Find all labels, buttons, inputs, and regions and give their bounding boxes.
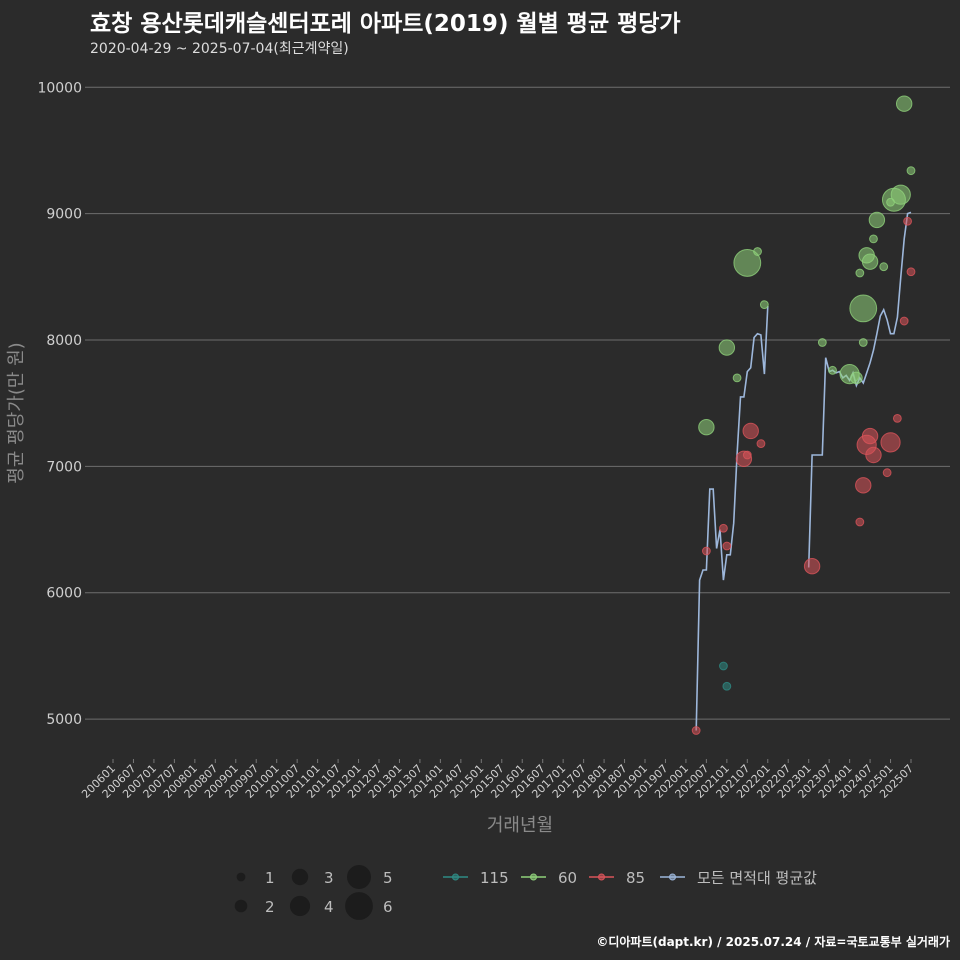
data-point-60 <box>869 234 878 244</box>
data-point-60 <box>850 371 863 385</box>
size-legend-label: 6 <box>383 898 393 916</box>
size-legend-label: 5 <box>383 869 393 887</box>
data-point-85 <box>899 316 909 326</box>
data-point-85 <box>855 477 872 494</box>
data-point-85 <box>701 546 711 556</box>
size-legend-label: 3 <box>324 869 334 887</box>
y-tick-label: 7000 <box>46 459 82 475</box>
legend-dot <box>530 873 537 881</box>
data-point-85 <box>742 422 759 440</box>
legend-dot <box>452 873 459 881</box>
size-legend-key <box>289 895 311 917</box>
data-point-60 <box>733 249 762 277</box>
legend-85: 85 <box>589 869 645 887</box>
data-point-85 <box>742 450 752 460</box>
legend-60: 60 <box>521 869 577 887</box>
data-point-60 <box>868 211 886 229</box>
size-legend-label: 1 <box>265 869 275 887</box>
legend-dot <box>669 873 676 881</box>
data-point-60 <box>698 418 715 436</box>
data-point-60 <box>828 365 837 375</box>
data-point-85 <box>756 439 766 449</box>
size-legend-key <box>345 892 373 920</box>
size-legend-key <box>236 872 246 882</box>
chart-subtitle: 2020-04-29 ~ 2025-07-04(최근계약일) <box>90 41 349 57</box>
y-tick-label: 6000 <box>46 586 82 602</box>
y-tick-label: 8000 <box>46 333 82 349</box>
data-point-60 <box>890 184 911 205</box>
legend-115: 115 <box>443 869 509 887</box>
data-point-60 <box>732 373 742 383</box>
legend-label: 85 <box>626 869 645 887</box>
data-point-85 <box>865 446 882 464</box>
data-point-60 <box>858 338 868 347</box>
average-line <box>695 305 769 731</box>
data-point-60 <box>879 262 889 272</box>
data-point-85 <box>861 427 879 445</box>
source-caption: ©디아파트(dapt.kr) / 2025.07.24 / 자료=국토교통부 실… <box>596 935 950 949</box>
legend-dot <box>598 873 605 881</box>
data-point-85 <box>691 726 701 735</box>
size-legend-key <box>347 865 371 889</box>
chart-title: 효창 용산롯데캐슬센터포레 아파트(2019) 월별 평균 평당가 <box>90 11 681 37</box>
average-line-layer <box>695 211 912 731</box>
data-point-60 <box>895 95 913 112</box>
data-point-85 <box>855 517 865 527</box>
size-legend-key <box>291 868 309 886</box>
y-tick-label: 10000 <box>37 80 82 96</box>
y-tick-label: 9000 <box>46 207 82 223</box>
data-point-85 <box>803 557 821 575</box>
data-point-85 <box>906 267 916 277</box>
data-point-115 <box>719 661 728 671</box>
data-point-85 <box>722 541 732 551</box>
y-tick-label: 5000 <box>46 712 82 728</box>
size-legend-label: 4 <box>324 898 334 916</box>
y-axis-title: 평균 평당가(만 원) <box>6 342 27 483</box>
data-point-60 <box>849 294 878 323</box>
data-point-85 <box>880 432 901 453</box>
legend: 1 2 3 4 5 6 115 60 85 모든 면적대 평균값 <box>234 865 817 920</box>
average-line <box>807 211 912 568</box>
data-point-85 <box>882 468 892 478</box>
data-point-60 <box>759 300 769 310</box>
data-point-60 <box>753 247 762 256</box>
size-legend-label: 2 <box>265 898 275 916</box>
y-tick-labels: 5000 6000 7000 8000 9000 10000 <box>37 80 82 728</box>
data-point-115 <box>722 681 732 691</box>
x-tick-labels: 2006012006072007012007072008012008072009… <box>79 759 916 801</box>
data-point-85 <box>719 523 728 533</box>
data-point-60 <box>855 268 865 278</box>
data-point-60 <box>906 166 916 176</box>
size-legend-key <box>234 899 248 913</box>
legend-label: 모든 면적대 평균값 <box>697 869 817 887</box>
data-point-85 <box>892 413 902 423</box>
legend-label: 115 <box>480 869 509 887</box>
scatter-points <box>691 95 916 735</box>
data-point-60 <box>861 253 879 270</box>
data-point-85 <box>903 216 912 226</box>
grid-lines <box>85 86 950 720</box>
data-point-60 <box>718 339 736 356</box>
data-point-60 <box>817 338 827 347</box>
legend-label: 60 <box>558 869 577 887</box>
legend-average: 모든 면적대 평균값 <box>660 869 817 887</box>
x-axis-title: 거래년월 <box>487 815 553 836</box>
